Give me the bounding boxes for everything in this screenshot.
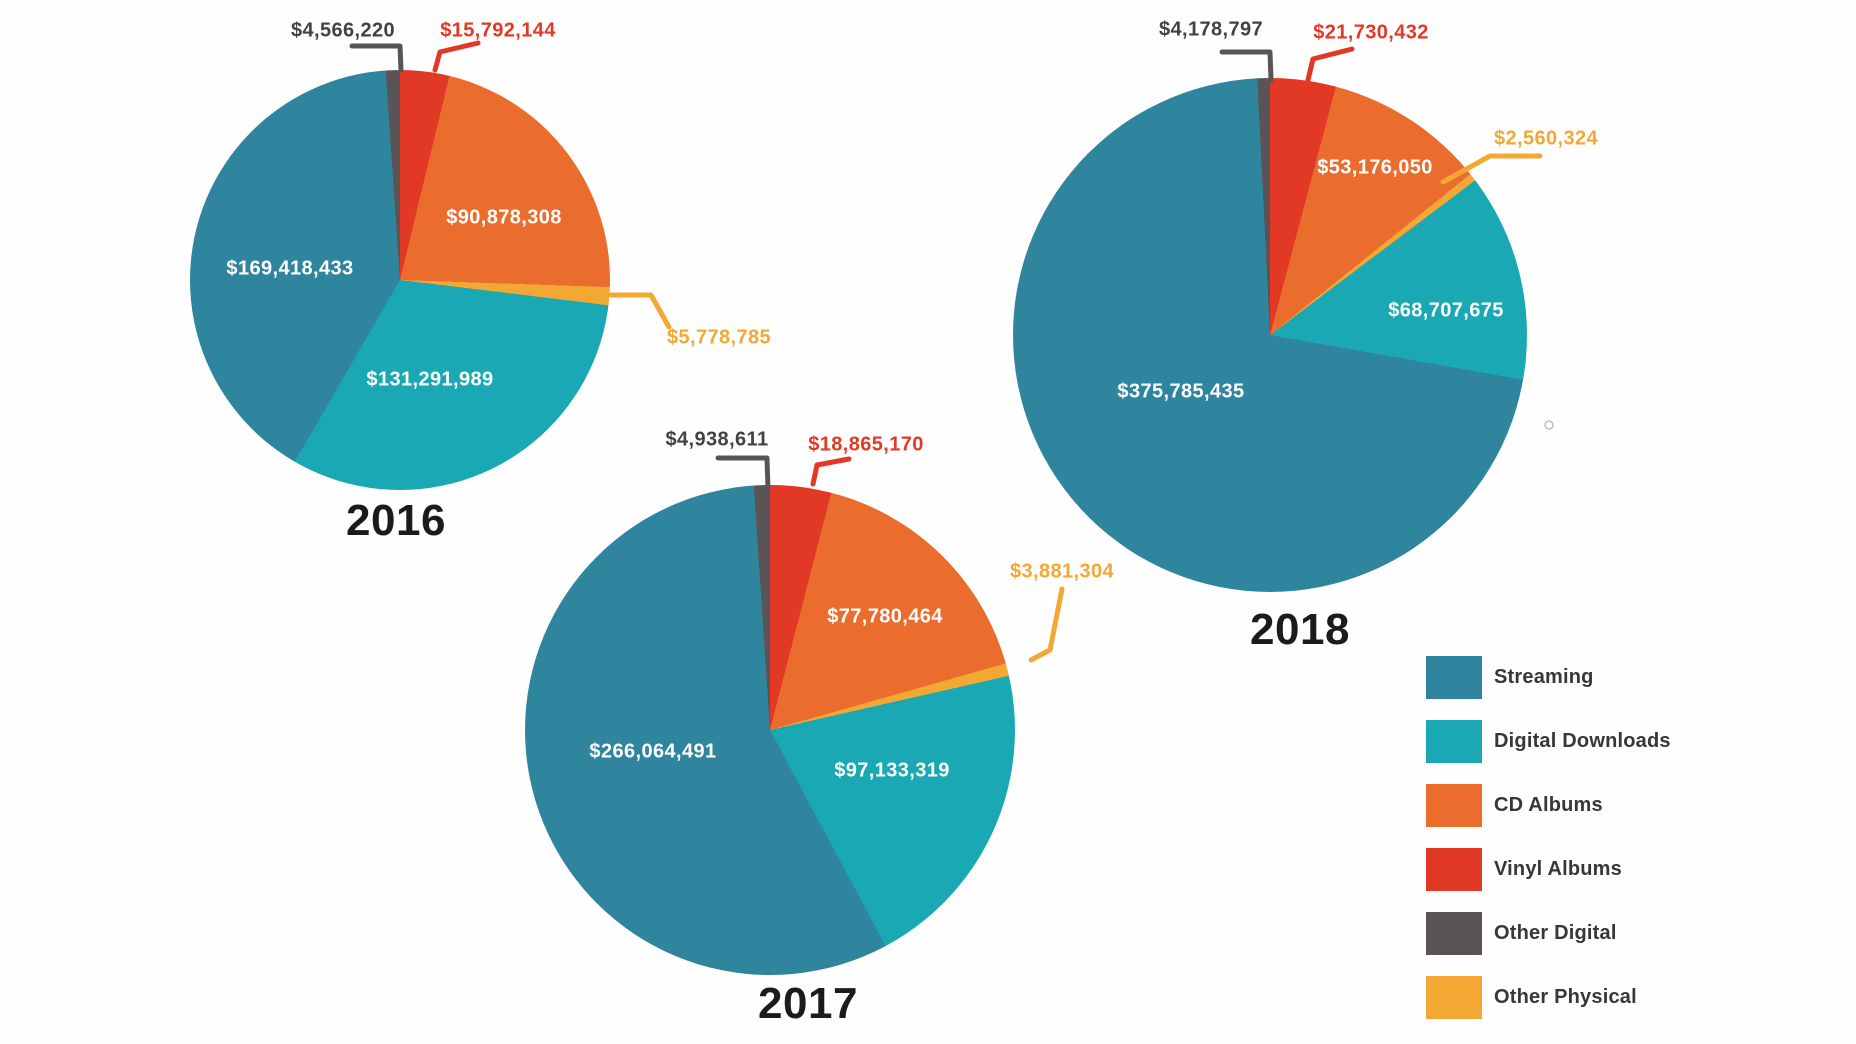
pie-2017 [525,485,1015,975]
callout-label-other-physical-2017: $3,881,304 [1009,560,1115,583]
legend-label-digital-downloads: Digital Downloads [1494,730,1671,752]
callout-label-vinyl-2017: $18,865,170 [808,433,924,456]
legend-item-vinyl-albums: Vinyl Albums [1426,848,1671,891]
legend-label-other-digital: Other Digital [1494,922,1617,944]
callout-line-other-physical-2017 [1028,586,1065,663]
callout-line-other-digital-2018 [1219,49,1274,83]
legend-swatch-streaming [1426,656,1482,699]
legend-swatch-digital-downloads [1426,720,1482,763]
callout-line-other-digital-2016 [349,43,404,73]
callout-line-vinyl-2018 [1305,46,1355,83]
callout-label-other-physical-2018: $2,560,324 [1493,127,1599,150]
legend-swatch-cd-albums [1426,784,1482,827]
slice-label-streaming-2017: $266,064,491 [589,740,717,763]
slice-label-digital-downloads-2018: $68,707,675 [1388,299,1504,322]
legend-item-digital-downloads: Digital Downloads [1426,720,1671,763]
legend-swatch-vinyl-albums [1426,848,1482,891]
legend-label-streaming: Streaming [1494,666,1594,688]
callout-label-other-physical-2016: $5,778,785 [666,326,772,349]
slice-label-cd-albums-2017: $77,780,464 [827,605,943,628]
slice-label-streaming-2018: $375,785,435 [1117,380,1245,403]
year-title-2018: 2018 [1250,605,1350,654]
legend-item-cd-albums: CD Albums [1426,784,1671,827]
callout-line-vinyl-2017 [810,456,852,487]
legend-swatch-other-digital [1426,912,1482,955]
year-title-2016: 2016 [346,496,446,545]
callout-label-other-digital-2018: $4,178,797 [1158,18,1264,41]
slice-label-streaming-2016: $169,418,433 [226,257,354,280]
legend: Streaming Digital Downloads CD Albums Vi… [1426,656,1671,1040]
callout-line-other-physical-2016 [608,292,672,330]
slice-label-digital-downloads-2017: $97,133,319 [834,759,950,782]
slice-label-cd-albums-2016: $90,878,308 [446,206,562,229]
pie-2016 [190,70,610,490]
callout-label-vinyl-2016: $15,792,144 [440,19,556,42]
legend-swatch-other-physical [1426,976,1482,1019]
legend-label-cd-albums: CD Albums [1494,794,1603,816]
legend-label-vinyl-albums: Vinyl Albums [1494,858,1622,880]
year-title-2017: 2017 [758,979,858,1028]
callout-line-vinyl-2016 [432,40,481,73]
callout-label-vinyl-2018: $21,730,432 [1313,21,1429,44]
callout-label-other-digital-2016: $4,566,220 [290,19,396,42]
legend-item-streaming: Streaming [1426,656,1671,699]
slice-label-cd-albums-2018: $53,176,050 [1317,156,1433,179]
legend-item-other-digital: Other Digital [1426,912,1671,955]
legend-label-other-physical: Other Physical [1494,986,1637,1008]
callout-label-other-digital-2017: $4,938,611 [665,428,769,451]
pie-2018 [1013,78,1527,592]
slice-label-digital-downloads-2016: $131,291,989 [366,368,494,391]
stray-mark [1544,420,1554,430]
legend-item-other-physical: Other Physical [1426,976,1671,1019]
